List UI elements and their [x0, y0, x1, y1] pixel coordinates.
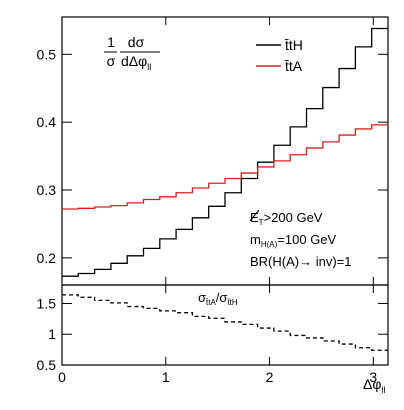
ratio-sep: /σ	[216, 290, 228, 305]
y-tick-label: 0.4	[37, 114, 57, 130]
ylabel-dphi-sub: ll	[147, 62, 151, 72]
ylabel-dphi: dΔφll	[121, 53, 151, 72]
met-slash	[249, 209, 260, 222]
upper-y-ticks: 0.2 0.3 0.4 0.5	[37, 46, 388, 266]
cut-annotations: ET>200 GeV mH(A)=100 GeV BR(H(A)→ inv)=1	[249, 209, 352, 269]
x-tick-label: 1	[162, 369, 170, 385]
legend-label-tth: t̄tH	[285, 37, 303, 53]
mass-rest: =100 GeV	[277, 232, 336, 247]
met-rest: >200 GeV	[264, 210, 323, 225]
met-symbol: E	[250, 210, 259, 225]
lower-plot-frame	[61, 284, 389, 366]
ylabel-one: 1	[107, 34, 115, 50]
x-tick-label: 2	[266, 369, 274, 385]
x-axis-label: Δφll	[363, 376, 385, 395]
xlabel-sub: ll	[381, 385, 385, 395]
ratio-den-sub: t̄tH	[226, 298, 237, 307]
ylabel-dphi-main: dΔφ	[121, 53, 147, 69]
legend: t̄tH t̄tA	[256, 37, 303, 74]
mass-annotation: mH(A)=100 GeV	[250, 232, 337, 249]
met-sub: T	[259, 218, 264, 227]
lower-x-ticks: 0 1 2 3	[58, 285, 377, 385]
ylabel-dsigma: dσ	[128, 34, 145, 50]
y-tick-label: 1.5	[37, 295, 57, 311]
upper-series-line-0	[62, 27, 388, 277]
y-tick-label: 0.2	[37, 250, 57, 266]
y-tick-label: 0.5	[37, 46, 57, 62]
lower-panel: 0.5 1 1.5 0 1 2 3 σt̄tA/σt̄tH Δφll	[37, 284, 389, 395]
ratio-label: σt̄tA/σt̄tH	[198, 290, 238, 307]
met-cut: ET>200 GeV	[250, 210, 323, 227]
y-axis-label: 1 σ dσ dΔφll	[104, 34, 160, 72]
ratio-num: σ	[198, 290, 206, 305]
br-annotation: BR(H(A)→ inv)=1	[250, 254, 352, 269]
lower-series-group	[62, 294, 388, 351]
xlabel-main: Δφ	[363, 376, 381, 392]
upper-panel: 0.2 0.3 0.4 0.5 1 σ dσ dΔφll t̄tH t̄tA ET>2…	[37, 16, 389, 286]
y-tick-label: 1	[48, 326, 56, 342]
mass-m: m	[250, 232, 261, 247]
x-tick-label: 0	[58, 369, 66, 385]
lower-y-ticks: 0.5 1 1.5	[37, 295, 388, 373]
upper-x-ticks	[61, 17, 374, 285]
upper-series-group	[62, 27, 388, 277]
upper-series-line-1	[62, 124, 388, 210]
y-tick-label: 0.3	[37, 182, 57, 198]
ratio-num-sub: t̄tA	[205, 298, 216, 307]
lower-series-line-0	[62, 294, 388, 351]
x-tick-label: 3	[369, 369, 377, 385]
legend-label-tta: t̄tA	[285, 58, 303, 74]
y-tick-label: 0.5	[37, 357, 57, 373]
mass-sub: H(A)	[261, 240, 278, 249]
ylabel-sigma: σ	[107, 53, 116, 69]
